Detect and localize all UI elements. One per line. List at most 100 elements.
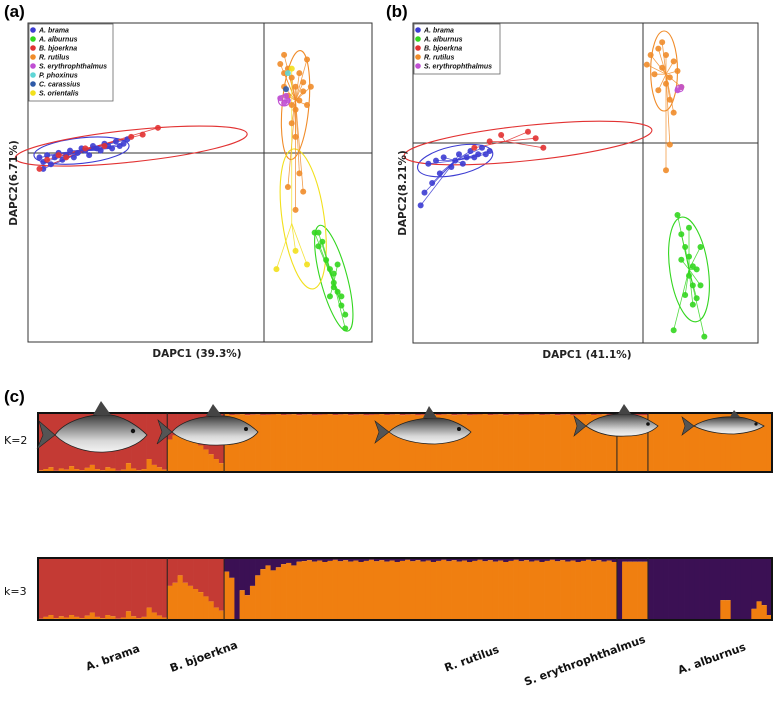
b-point-r-rutilus-4 xyxy=(659,64,666,71)
k2-bar-r-rutilus-18-seg1 xyxy=(317,414,323,472)
k2-bar-a-alburnus-11-seg1 xyxy=(704,413,711,472)
k2-bar-a-brama-7-seg1 xyxy=(74,469,80,472)
panel-b-points xyxy=(417,39,708,340)
k3-bar-a-alburnus-21-seg0 xyxy=(756,558,763,602)
k2-bar-r-rutilus-3-seg1 xyxy=(239,414,246,472)
b-spoke-a-alburnus-15 xyxy=(688,269,705,337)
k3-bar-a-brama-1-seg1 xyxy=(43,616,49,620)
b-point-a-alburnus-11 xyxy=(678,256,685,263)
k3-bar-r-rutilus-55-seg1 xyxy=(508,560,514,620)
b-point-a-alburnus-7 xyxy=(693,266,700,273)
k3-bar-a-brama-4-seg0 xyxy=(58,558,65,617)
k3-bar-s-erythrophthalmus-2-seg1 xyxy=(627,561,633,620)
b-point-a-brama-0 xyxy=(425,160,432,167)
k3-bar-r-rutilus-10-seg1 xyxy=(275,567,282,620)
b-legend-swatch-b-bjoerkna xyxy=(415,45,421,51)
k2-bar-r-rutilus-10-seg1 xyxy=(275,414,282,472)
a-point-r-rutilus-14 xyxy=(304,102,311,109)
a-point-r-rutilus-17 xyxy=(284,184,291,191)
k2-bar-a-alburnus-10-seg1 xyxy=(699,413,706,472)
k2-bar-r-rutilus-68-seg1 xyxy=(575,414,582,472)
k2-bar-a-brama-23-seg1 xyxy=(156,467,163,472)
k2-bar-r-rutilus-17-seg1 xyxy=(311,415,318,472)
k3-bar-r-rutilus-41-seg1 xyxy=(436,560,442,620)
k2-bar-r-rutilus-26-seg1 xyxy=(358,414,364,472)
a-point-a-brama-8 xyxy=(67,147,74,154)
b-ellipse-a-brama xyxy=(417,143,494,178)
k3-bar-r-rutilus-69-seg1 xyxy=(580,560,587,620)
k3-bar-b-bjoerkna-8-seg0 xyxy=(208,558,215,602)
b-point-a-brama-1 xyxy=(433,157,439,164)
k3-bar-a-brama-20-seg0 xyxy=(141,558,147,617)
k2-bar-a-alburnus-18-seg1 xyxy=(740,413,747,472)
fish-r-rutilus xyxy=(374,406,472,445)
k3-bar-r-rutilus-39-seg0 xyxy=(425,558,432,561)
k2-bar-r-rutilus-56-seg1 xyxy=(513,414,520,472)
k3-bar-a-alburnus-8-seg0 xyxy=(689,558,695,620)
k3-bar-a-brama-22-seg1 xyxy=(151,612,158,620)
b-spoke-r-rutilus-12 xyxy=(661,42,667,75)
a-point-a-alburnus-3 xyxy=(323,256,330,263)
k2-bar-a-alburnus-8-seg1 xyxy=(689,413,695,472)
k3-bar-r-rutilus-17-seg1 xyxy=(311,561,318,620)
k2-bar-r-rutilus-11-seg0 xyxy=(280,413,287,416)
a-legend-swatch-b-bjoerkna xyxy=(30,45,36,51)
k2-bar-s-erythrophthalmus-3-seg0 xyxy=(632,413,638,416)
k2-bar-r-rutilus-4-seg1 xyxy=(244,415,251,472)
k3-bar-r-rutilus-39-seg1 xyxy=(425,560,432,620)
b-point-r-rutilus-16 xyxy=(663,167,669,174)
k3-bar-r-rutilus-0-seg0 xyxy=(224,558,230,572)
a-point-a-alburnus-5 xyxy=(330,270,337,277)
b-point-a-alburnus-15 xyxy=(701,333,708,340)
k2-bar-r-rutilus-71-seg0 xyxy=(591,413,597,416)
k3-bar-r-rutilus-23-seg1 xyxy=(342,560,349,620)
k2-bar-a-brama-9-seg1 xyxy=(84,467,91,472)
b-point-r-rutilus-3 xyxy=(670,58,677,65)
a-point-b-bjoerkna-6 xyxy=(154,124,161,131)
k3-bar-r-rutilus-1-seg0 xyxy=(229,558,235,578)
panel-c-label: (c) xyxy=(4,387,25,406)
a-spoke-a-alburnus-1 xyxy=(318,246,335,283)
k2-bar-a-alburnus-7-seg1 xyxy=(684,413,690,472)
a-point-r-rutilus-3 xyxy=(288,74,295,81)
k2-bar-r-rutilus-34-seg1 xyxy=(399,415,406,472)
k3-bar-a-alburnus-21-seg1 xyxy=(756,601,763,620)
b-point-a-alburnus-1 xyxy=(678,231,685,238)
k3-bar-r-rutilus-19-seg1 xyxy=(322,561,328,620)
a-legend-swatch-s-orientalis xyxy=(30,90,36,96)
k3-bar-b-bjoerkna-5-seg1 xyxy=(193,589,199,620)
k3-bar-r-rutilus-43-seg0 xyxy=(446,558,452,562)
k3-bar-s-erythrophthalmus-4-seg1 xyxy=(637,561,644,620)
k3-bar-a-brama-6-seg1 xyxy=(69,615,75,620)
panel-a-ylabel: DAPC2(6.71%) xyxy=(8,140,20,226)
b-point-b-bjoerkna-5 xyxy=(471,144,478,151)
k2-bar-r-rutilus-23-seg1 xyxy=(342,414,349,472)
k3-bar-r-rutilus-5-seg1 xyxy=(249,585,256,620)
a-point-s-orientalis-3 xyxy=(304,261,311,268)
k2-bar-b-bjoerkna-4-seg1 xyxy=(187,437,194,472)
k2-bar-a-brama-18-seg1 xyxy=(131,468,137,472)
k2-bar-r-rutilus-73-seg1 xyxy=(601,414,607,472)
k2-bar-a-brama-1-seg1 xyxy=(43,469,49,472)
k2-bar-a-brama-20-seg0 xyxy=(141,413,147,470)
b-point-a-alburnus-16 xyxy=(693,295,700,302)
k2-bar-r-rutilus-34-seg0 xyxy=(399,413,406,416)
a-point-a-alburnus-14 xyxy=(342,325,349,332)
k3-bar-r-rutilus-48-seg1 xyxy=(472,560,478,620)
k2-bar-a-brama-24-seg0 xyxy=(162,413,168,470)
k3-bar-r-rutilus-74-seg0 xyxy=(606,558,613,561)
k2-bar-r-rutilus-14-seg0 xyxy=(296,413,302,416)
k3-bar-s-erythrophthalmus-5-seg1 xyxy=(642,561,649,620)
b-legend-label-a-brama: A. brama xyxy=(423,28,454,35)
panel-b-ylabel: DAPC2(8.21%) xyxy=(397,150,409,236)
k3-bar-a-brama-17-seg1 xyxy=(125,611,132,620)
a-point-r-rutilus-10 xyxy=(292,106,299,113)
k3-bar-r-rutilus-54-seg0 xyxy=(503,558,509,562)
a-point-b-bjoerkna-1 xyxy=(44,156,51,163)
b-point-a-brama-14 xyxy=(421,189,428,196)
a-point-a-brama-13 xyxy=(86,152,93,159)
k3-bar-a-brama-14-seg1 xyxy=(110,616,116,620)
a-point-a-alburnus-6 xyxy=(330,279,337,286)
k2-bar-r-rutilus-47-seg1 xyxy=(467,415,473,472)
k3-bar-r-rutilus-44-seg1 xyxy=(451,560,458,620)
